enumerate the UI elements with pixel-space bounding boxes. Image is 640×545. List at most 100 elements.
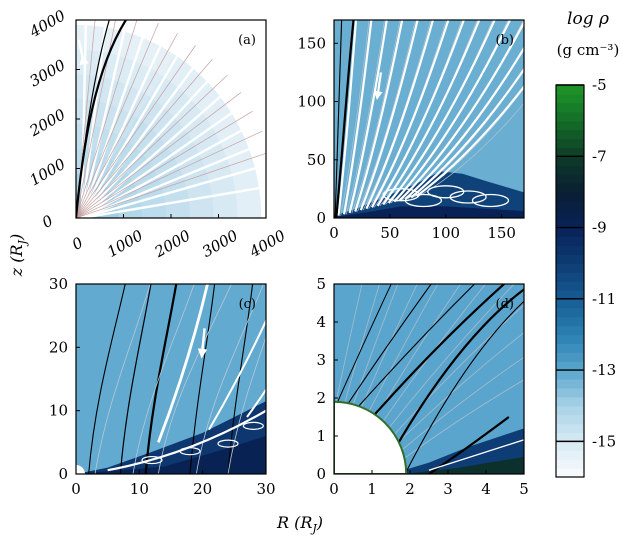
streamline [428, 439, 524, 471]
colorbar-band [556, 138, 584, 148]
colorbar-tick-label: -15 [592, 432, 616, 450]
streamline [376, 20, 465, 207]
streamline [157, 284, 209, 443]
field-line-thin [195, 284, 264, 474]
x-tick-label: 0 [71, 480, 81, 498]
x-axis-label: R (RJ) [276, 513, 323, 535]
field-line-thin [368, 284, 439, 412]
y-tick-label: 5 [316, 275, 326, 293]
colorbar-band [556, 227, 584, 238]
colorbar-band [556, 396, 584, 407]
y-tick-label: 0 [316, 465, 326, 483]
y-tick-label: 1 [316, 427, 326, 445]
field-line-thin [340, 20, 370, 216]
colorbar-band [556, 165, 584, 175]
field-line-black [335, 20, 355, 218]
field-line-thin [351, 20, 401, 213]
colorbar-band [556, 361, 584, 371]
panel-d: (d) 0 1 2 3 4 5 0 1 2 3 4 5 [316, 275, 528, 498]
streamline [80, 20, 128, 218]
streamline [81, 163, 266, 218]
colorbar-band [556, 102, 584, 113]
density-field [334, 284, 524, 474]
field-line-thin [76, 74, 228, 218]
colorbar-band [556, 245, 584, 255]
x-tick-label: 3000 [199, 226, 241, 261]
colorbar-band [556, 379, 584, 389]
streamline [246, 387, 266, 418]
panel-label: (d) [496, 297, 514, 312]
field-line-thin [76, 45, 196, 218]
streamline [393, 20, 512, 203]
field-line-thin [157, 284, 232, 474]
colorbar-band [556, 129, 584, 140]
colorbar-band [556, 147, 584, 157]
x-tick-label: 0 [329, 480, 339, 498]
field-line-thin [376, 284, 461, 416]
streamline [365, 20, 435, 210]
y-tick-label: 0 [316, 209, 326, 227]
y-tick-label: 100 [297, 93, 326, 111]
colorbar-units: (g cm⁻³) [557, 41, 620, 59]
field-line-black [347, 284, 432, 404]
colorbar-band [556, 218, 584, 229]
x-tick-label: 100 [431, 224, 460, 242]
streamline [80, 83, 236, 218]
streamline [387, 20, 496, 204]
field-line-black [88, 284, 126, 474]
streamline [348, 20, 388, 214]
field-line-thin [76, 33, 178, 218]
y-tick-label: 4 [316, 313, 326, 331]
colorbar-band [556, 405, 584, 416]
field-line-thin [76, 20, 116, 218]
field-line-black [379, 288, 524, 474]
field-line-thin [76, 92, 242, 218]
field-line-thin [132, 284, 195, 474]
colorbar-band [556, 334, 584, 344]
streamline [410, 67, 524, 199]
field-line-thin [404, 379, 524, 459]
colorbar-tick-label: -9 [592, 219, 607, 237]
colorbar-band [556, 156, 584, 166]
density-field [76, 20, 266, 218]
colorbar-band [556, 254, 584, 264]
panel-label: (c) [239, 297, 256, 312]
field-line-thin [361, 284, 418, 408]
colorbar-band [556, 468, 584, 478]
field-line-black [334, 20, 343, 218]
y-tick-label: 4000 [26, 6, 69, 41]
colorbar-band [556, 343, 584, 353]
streamline [80, 20, 150, 218]
streamline [208, 318, 266, 431]
streamline [81, 185, 266, 218]
flow-arrow [77, 39, 89, 66]
streamline [80, 20, 88, 218]
field-line-thin [418, 102, 524, 197]
colorbar-band [556, 414, 584, 425]
colorbar-band [556, 450, 584, 460]
dense-midplane [76, 436, 266, 474]
field-line-thin [345, 20, 385, 215]
field-line-thin [76, 110, 253, 218]
vortex-contour [404, 193, 443, 208]
streamline [342, 20, 373, 215]
x-tick-label: 2000 [151, 226, 194, 261]
streamline [371, 20, 450, 208]
streamline [80, 27, 170, 218]
colorbar-tick-label: -5 [592, 76, 607, 94]
colorbar-band [556, 183, 584, 193]
y-tick-label: 3000 [26, 56, 68, 91]
y-tick-label: 150 [297, 34, 326, 52]
vortex-contour [471, 193, 510, 208]
field-line-thin [76, 130, 263, 218]
colorbar-title: log ρ [567, 9, 609, 29]
field-line-thin [335, 284, 363, 402]
panel-label: (b) [496, 33, 514, 48]
y-axis-label: z (RJ) [7, 234, 29, 277]
field-line-thin [357, 20, 416, 212]
field-line-thin [388, 284, 515, 428]
colorbar-band [556, 423, 584, 434]
